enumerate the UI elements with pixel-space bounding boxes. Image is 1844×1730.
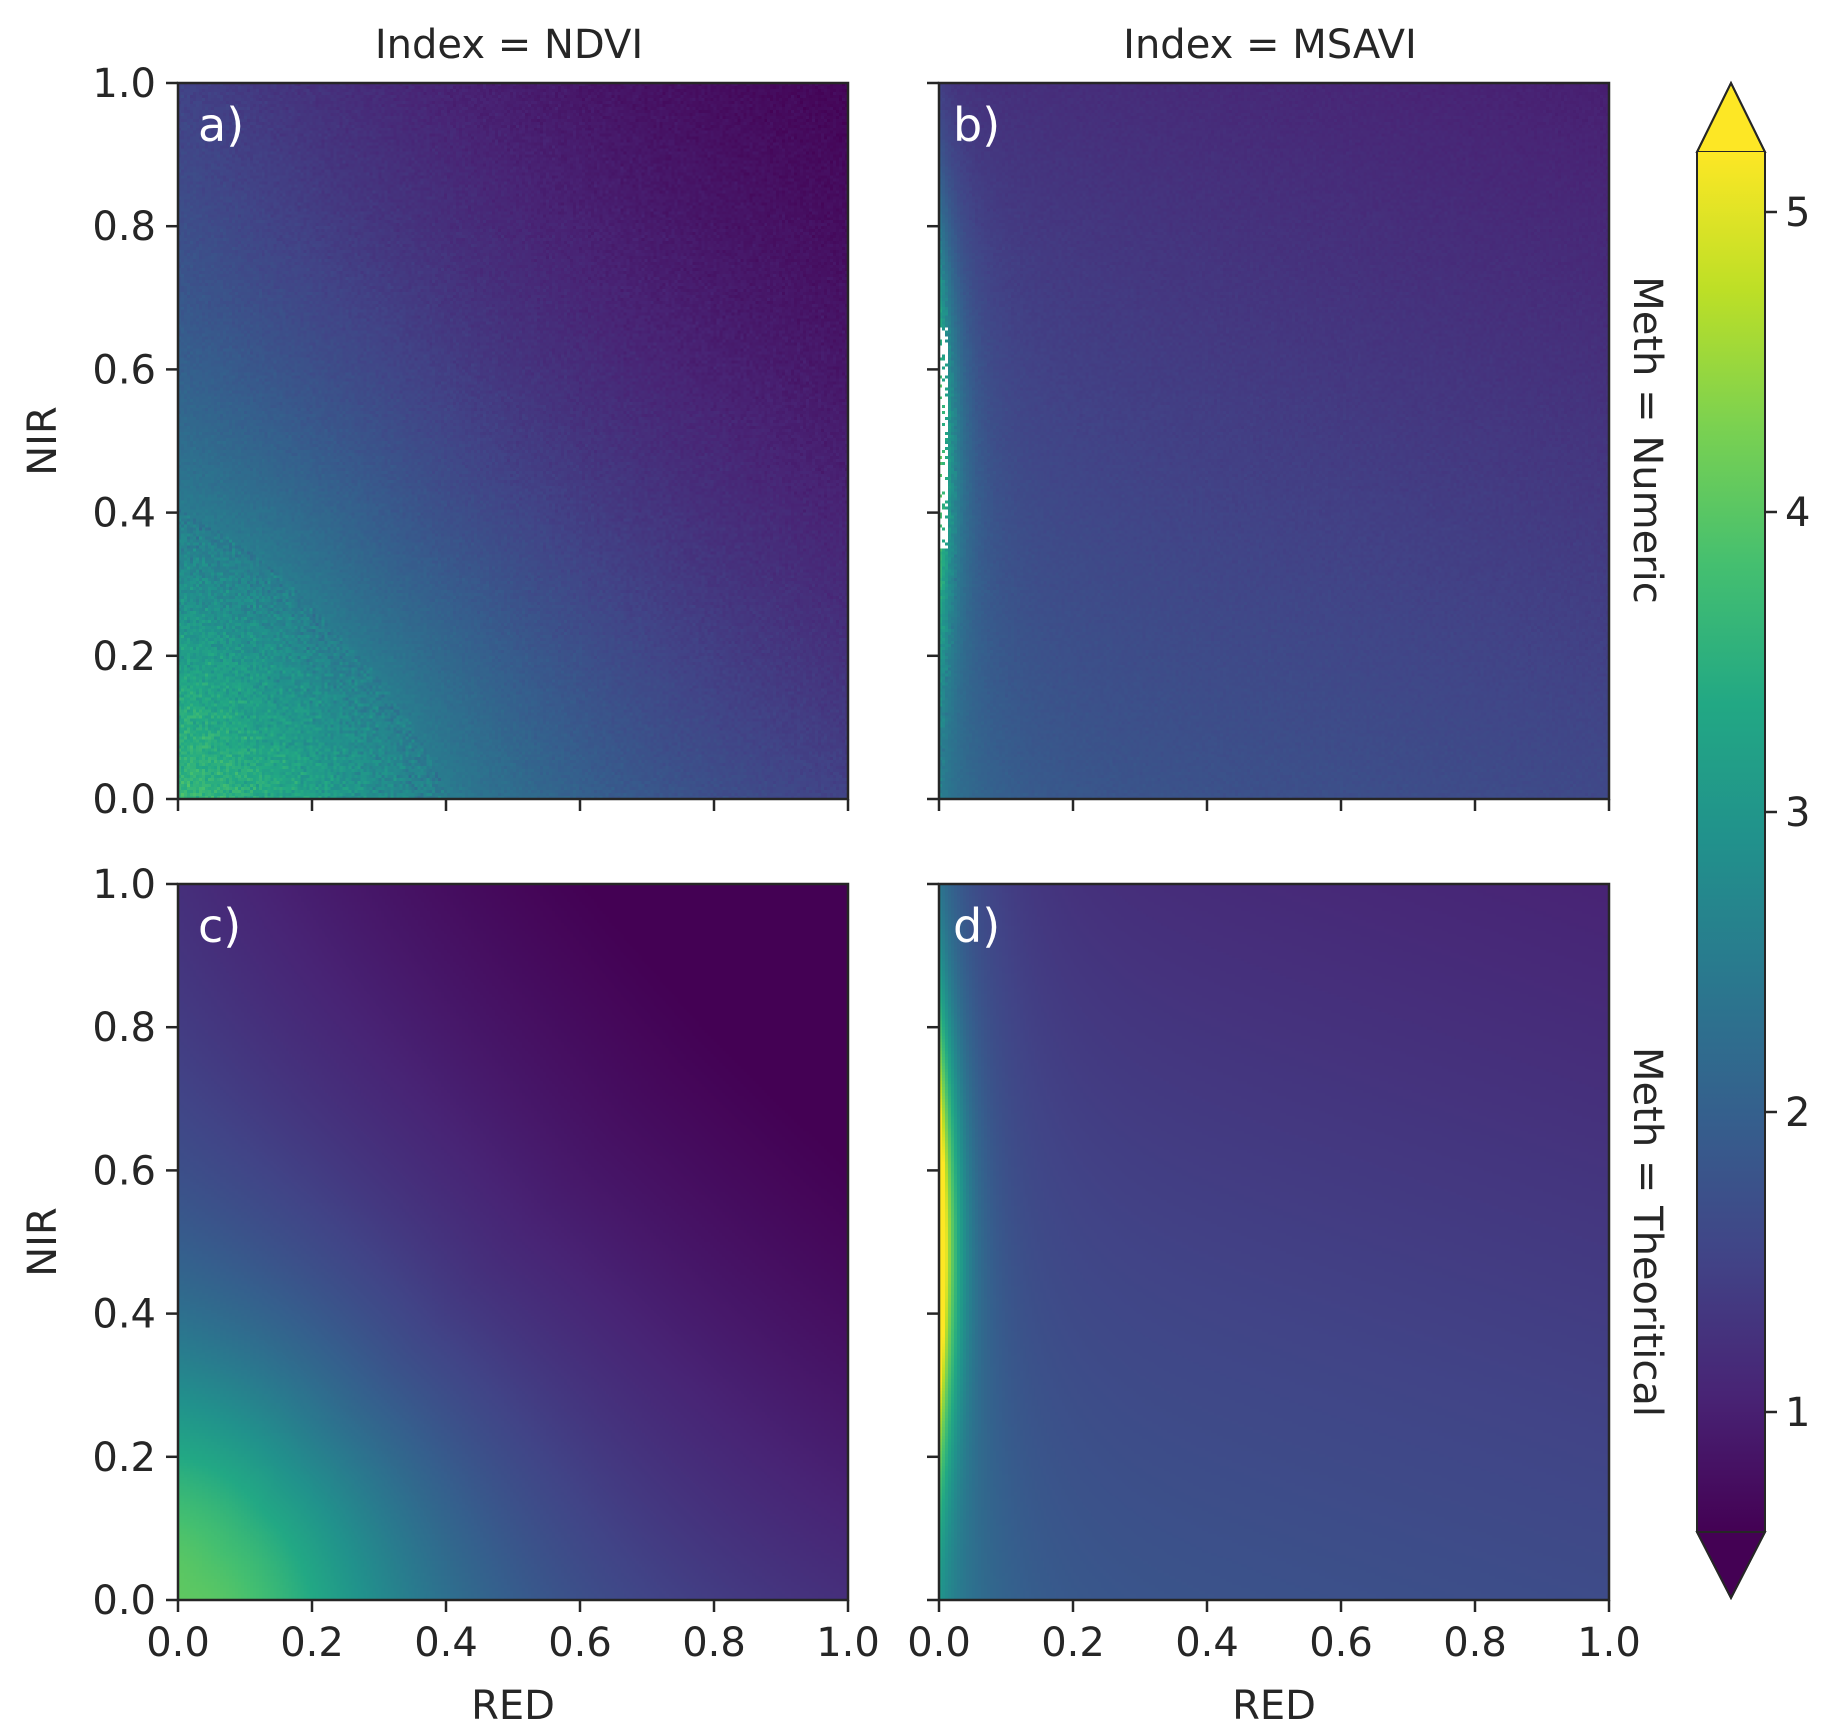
y-axis-label-bottom: NIR [20, 1207, 66, 1277]
y-tick-label: 0.2 [92, 1435, 156, 1481]
panel-d-msavi-theoritical: d) [937, 882, 1611, 1602]
y-tick-label: 0.4 [92, 1292, 156, 1338]
colorbar-tick-label: 2 [1785, 1090, 1810, 1136]
panel-c-ndvi-theoritical: c) [176, 882, 850, 1602]
row-title-numeric: Meth = Numeric [1624, 276, 1670, 604]
x-tick-label: 0.4 [1175, 1620, 1239, 1666]
y-tick-label: 1.0 [92, 61, 156, 107]
colorbar-outline [1696, 80, 1766, 1601]
y-tick-label: 0.2 [92, 634, 156, 680]
colorbar-tick-label: 3 [1785, 790, 1810, 836]
x-tick-label: 0.0 [907, 1620, 971, 1666]
y-tick-label: 0.6 [92, 347, 156, 393]
heatmap-image-c [178, 884, 848, 1600]
panel-a-ndvi-numeric: a) [176, 81, 850, 801]
colorbar-tick-label: 1 [1785, 1390, 1810, 1436]
y-axis-label-top: NIR [20, 406, 66, 476]
x-tick-label: 0.2 [280, 1620, 344, 1666]
y-tick-label: 0.6 [92, 1148, 156, 1194]
axes-frame [937, 882, 1611, 1602]
y-tick-label: 0.8 [92, 1005, 156, 1051]
y-tick-label: 0.4 [92, 491, 156, 537]
heatmap-image-d [939, 884, 1609, 1600]
heatmap-image-b [939, 83, 1609, 799]
x-axis-label-right: RED [1232, 1683, 1316, 1729]
column-title-ndvi: Index = NDVI [375, 22, 643, 68]
x-tick-label: 0.8 [1443, 1620, 1507, 1666]
column-title-msavi: Index = MSAVI [1123, 22, 1417, 68]
colorbar-tick-label: 4 [1785, 490, 1810, 536]
colorbar-extend-over [1695, 80, 1767, 153]
x-tick-label: 0.8 [682, 1620, 746, 1666]
colorbar-extend-under [1695, 1531, 1767, 1601]
x-tick-label: 0.6 [548, 1620, 612, 1666]
colorbar-ticks: 1 2 3 4 5 [1765, 190, 1810, 1436]
heatmap-image-a [178, 83, 848, 799]
panel-letter-c: c) [198, 899, 241, 953]
panel-letter-a: a) [198, 98, 244, 152]
panel-letter-b: b) [953, 98, 1000, 152]
axes-frame [176, 81, 850, 801]
panel-letter-d: d) [953, 899, 1000, 953]
panel-b-msavi-numeric: b) [937, 81, 1611, 801]
colorbar-gradient [1697, 152, 1765, 1532]
axis-ticks: 0.00.20.40.60.81.00.0 0.2 0.4 0.6 0.8 1.00.00… [92, 61, 1640, 1666]
x-tick-label: 1.0 [1577, 1620, 1641, 1666]
x-tick-label: 0.0 [146, 1620, 210, 1666]
x-tick-label: 0.2 [1041, 1620, 1105, 1666]
x-tick-label: 0.6 [1309, 1620, 1373, 1666]
y-tick-label: 1.0 [92, 862, 156, 908]
colorbar: 1 2 3 4 5 [1695, 80, 1810, 1601]
colorbar-tick-label: 5 [1785, 190, 1810, 236]
row-title-theoritical: Meth = Theoritical [1624, 1047, 1670, 1417]
axes-frame [176, 882, 850, 1602]
axes-frame [937, 81, 1611, 801]
y-tick-label: 0.8 [92, 204, 156, 250]
x-axis-label-left: RED [471, 1683, 555, 1729]
x-tick-label: 1.0 [816, 1620, 880, 1666]
y-tick-label: 0.0 [92, 777, 156, 823]
x-tick-label: 0.4 [414, 1620, 478, 1666]
y-tick-label: 0.0 [92, 1578, 156, 1624]
